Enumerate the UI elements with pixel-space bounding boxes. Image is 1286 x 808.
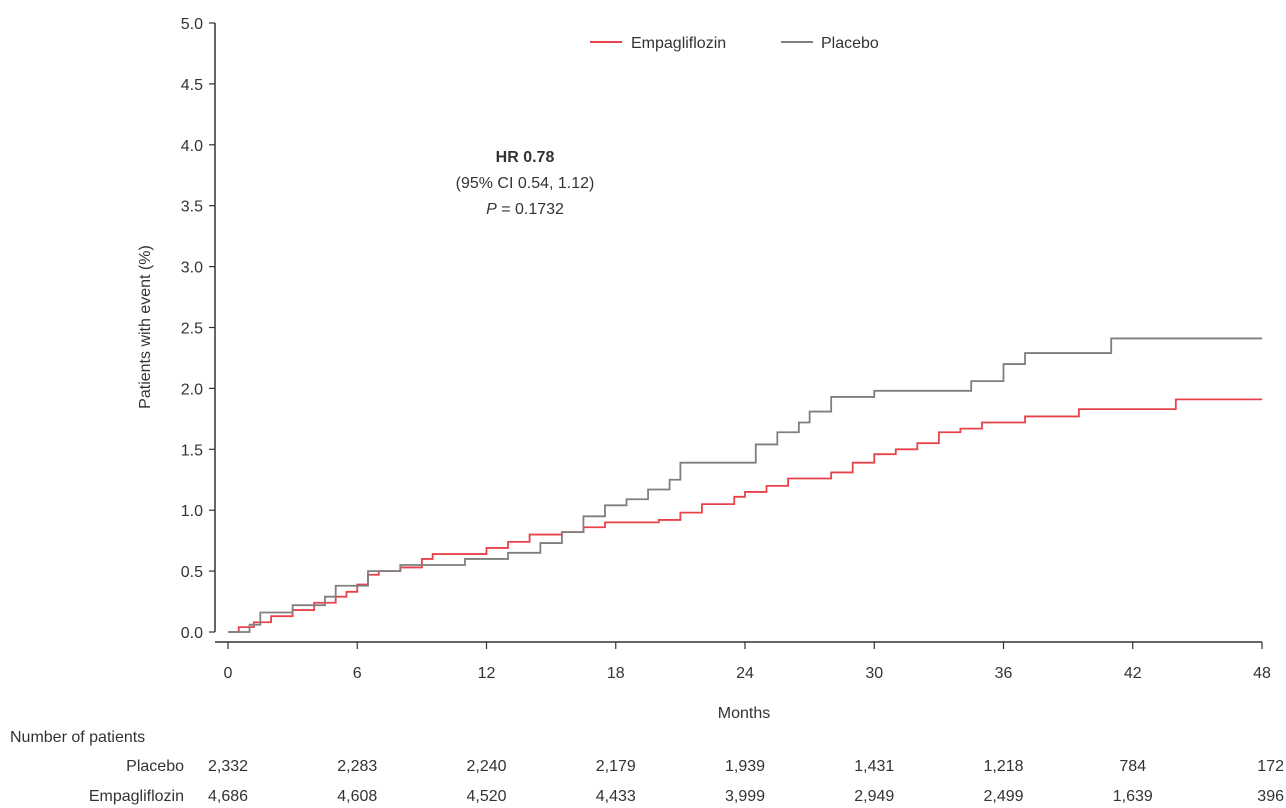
risk-row-label-empagliflozin: Empagliflozin (89, 788, 184, 805)
risk-value-empagliflozin: 4,433 (596, 788, 636, 805)
p-value-symbol: P (486, 201, 497, 218)
risk-table-title: Number of patients (10, 729, 145, 746)
risk-value-empagliflozin: 2,949 (854, 788, 894, 805)
x-axis-ticks: 0 6 12 18 24 30 36 42 48 (224, 642, 1271, 682)
risk-value-placebo: 2,179 (596, 758, 636, 775)
hazard-ratio-annotation: HR 0.78 (95% CI 0.54, 1.12) P = 0.1732 (456, 149, 595, 218)
risk-value-empagliflozin: 3,999 (725, 788, 765, 805)
x-tick-label: 24 (736, 665, 754, 682)
risk-value-empagliflozin: 396 (1257, 788, 1284, 805)
y-tick-label: 1.5 (181, 442, 203, 459)
series-line-placebo (228, 337, 1262, 633)
x-tick-label: 6 (353, 665, 362, 682)
y-axis-title: Patients with event (%) (137, 245, 154, 409)
risk-value-empagliflozin: 4,520 (466, 788, 506, 805)
y-tick-label: 3.0 (181, 260, 203, 277)
legend-label-placebo: Placebo (821, 35, 879, 52)
x-tick-label: 18 (607, 665, 625, 682)
x-tick-label: 42 (1124, 665, 1142, 682)
y-tick-label: 4.5 (181, 77, 203, 94)
risk-value-placebo: 2,332 (208, 758, 248, 775)
legend-label-empagliflozin: Empagliflozin (631, 35, 726, 52)
risk-value-placebo: 172 (1257, 758, 1284, 775)
series-lines (228, 337, 1262, 633)
risk-value-empagliflozin: 4,686 (208, 788, 248, 805)
hazard-ratio-text: HR 0.78 (496, 149, 555, 166)
x-tick-label: 30 (865, 665, 883, 682)
x-tick-label: 12 (478, 665, 496, 682)
x-tick-label: 0 (224, 665, 233, 682)
risk-value-placebo: 784 (1119, 758, 1146, 775)
risk-table-values: 2,332 2,283 2,240 2,179 1,939 1,431 1,218 784 17… (208, 758, 1284, 805)
series-line-empagliflozin (228, 398, 1262, 633)
risk-value-empagliflozin: 2,499 (983, 788, 1023, 805)
x-tick-label: 48 (1253, 665, 1271, 682)
risk-row-label-placebo: Placebo (126, 758, 184, 775)
risk-value-placebo: 1,218 (983, 758, 1023, 775)
y-tick-label: 3.5 (181, 199, 203, 216)
risk-value-empagliflozin: 1,639 (1113, 788, 1153, 805)
x-tick-label: 36 (995, 665, 1013, 682)
axes (214, 23, 1262, 643)
legend: Empagliflozin Placebo (590, 35, 879, 52)
y-tick-label: 1.0 (181, 503, 203, 520)
y-tick-label: 0.0 (181, 625, 203, 642)
x-axis-title: Months (718, 705, 770, 722)
y-tick-label: 2.0 (181, 381, 203, 398)
p-value-text: P = 0.1732 (486, 201, 564, 218)
risk-value-placebo: 2,240 (466, 758, 506, 775)
y-tick-label: 2.5 (181, 321, 203, 338)
y-tick-label: 4.0 (181, 138, 203, 155)
risk-value-empagliflozin: 4,608 (337, 788, 377, 805)
p-value-number: = 0.1732 (497, 201, 564, 218)
confidence-interval-text: (95% CI 0.54, 1.12) (456, 175, 595, 192)
y-axis-ticks: 0.0 0.5 1.0 1.5 2.0 2.5 3.0 3.5 4.0 4.5 5.0 (181, 16, 215, 642)
y-tick-label: 5.0 (181, 16, 203, 33)
risk-value-placebo: 2,283 (337, 758, 377, 775)
risk-table: Number of patients Placebo Empagliflozin… (10, 729, 1284, 805)
y-tick-label: 0.5 (181, 564, 203, 581)
risk-value-placebo: 1,431 (854, 758, 894, 775)
risk-value-placebo: 1,939 (725, 758, 765, 775)
